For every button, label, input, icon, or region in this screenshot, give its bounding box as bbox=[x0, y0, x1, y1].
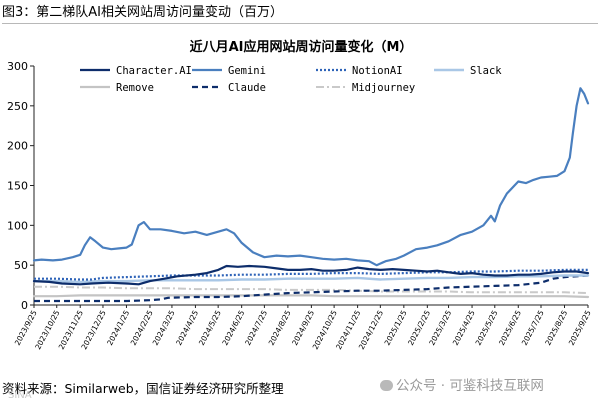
y-tick-label: 0 bbox=[21, 299, 28, 312]
x-tick-label: 2024/3/25 bbox=[151, 309, 177, 347]
x-tick-label: 2024/9/25 bbox=[290, 309, 316, 347]
x-tick-label: 2025/1/25 bbox=[383, 309, 409, 347]
x-tick-label: 2024/6/25 bbox=[220, 309, 246, 347]
legend-label-character-ai: Character.AI bbox=[116, 65, 192, 77]
y-tick-label: 300 bbox=[7, 60, 28, 73]
watermark-text: 公众号 · 可鉴科技互联网 bbox=[396, 378, 544, 394]
legend-label-claude: Claude bbox=[228, 82, 266, 94]
series-line-remove bbox=[32, 294, 590, 299]
x-tick-label: 2025/6/25 bbox=[497, 309, 523, 347]
wechat-icon bbox=[380, 380, 393, 391]
series-line-character-ai bbox=[32, 264, 590, 286]
x-tick-label: 2025/9/25 bbox=[567, 309, 593, 347]
x-tick-label: 2023/9/25 bbox=[13, 309, 39, 347]
legend-label-gemini: Gemini bbox=[228, 65, 266, 77]
series-line-claude bbox=[34, 274, 589, 303]
x-tick-label: 2024/5/25 bbox=[197, 309, 223, 347]
legend-label-remove: Remove bbox=[116, 82, 154, 94]
y-tick-label: 150 bbox=[7, 180, 28, 193]
legend-label-slack: Slack bbox=[470, 65, 502, 77]
y-tick-label: 200 bbox=[7, 140, 28, 153]
x-tick-label: 2025/7/25 bbox=[520, 309, 546, 347]
x-tick-label: 2025/4/25 bbox=[451, 309, 477, 347]
y-tick-label: 100 bbox=[7, 219, 28, 232]
x-tick-label: 2024/8/25 bbox=[267, 309, 293, 347]
plot-lines bbox=[32, 87, 590, 303]
chart-axes: 0501001502002503002023/9/252023/10/25202… bbox=[7, 60, 593, 351]
source-note: 资料来源：Similarweb，国信证券经济研究所整理 bbox=[2, 381, 284, 396]
series-line-notionai bbox=[34, 268, 588, 281]
x-tick-label: 2024/7/25 bbox=[243, 309, 269, 347]
chart-legend: Character.AI Gemini NotionAI Slack Remove Cla… bbox=[80, 65, 502, 94]
legend-label-notionai: NotionAI bbox=[352, 65, 403, 77]
legend-label-midjourney: Midjourney bbox=[352, 82, 415, 94]
y-tick-label: 50 bbox=[14, 259, 28, 272]
ghost-watermark: SINA bbox=[8, 390, 32, 401]
x-tick-label: 2025/5/25 bbox=[474, 309, 500, 347]
x-tick-label: 2024/4/25 bbox=[174, 309, 200, 347]
y-tick-label: 250 bbox=[7, 100, 28, 113]
series-line-gemini bbox=[32, 87, 590, 267]
chart-title: 近八月AI应用网站周访问量变化（M） bbox=[189, 40, 413, 55]
x-tick-label: 2025/8/25 bbox=[543, 309, 569, 347]
watermark: 公众号 · 可鉴科技互联网 bbox=[380, 374, 544, 394]
series-line-slack bbox=[32, 274, 590, 284]
series-line-midjourney bbox=[34, 285, 589, 295]
x-tick-label: 2024/1/25 bbox=[105, 309, 131, 347]
figure-caption: 图3：第二梯队AI相关网站周访问量变动（百万） bbox=[2, 3, 598, 24]
